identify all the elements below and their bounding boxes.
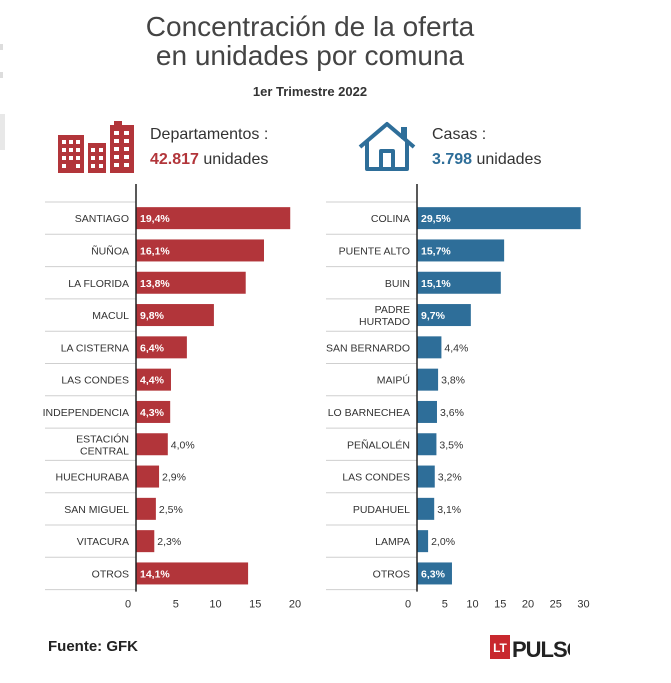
departamentos-value-label: 2,3% (157, 536, 181, 548)
departamentos-bar (136, 368, 171, 391)
source-note: Fuente: GFK (48, 638, 138, 655)
departamentos-bar (136, 304, 214, 327)
departamentos-category-label: SANTIAGO (75, 213, 129, 225)
chart-title: Concentración de la oferta en unidades p… (100, 12, 520, 70)
casas-total-unit: unidades (476, 151, 542, 168)
departamentos-bar (136, 207, 291, 230)
departamentos-bar (136, 336, 187, 359)
departamentos-category-label: LA CISTERNA (61, 342, 129, 354)
departamentos-total-value: 42.817 (150, 151, 199, 168)
title-line-2: en unidades por comuna (155, 40, 465, 71)
departamentos-category-label: ESTACIÓN CENTRAL (76, 432, 129, 457)
departamentos-bar (136, 465, 160, 488)
departamentos-category-label: HUECHURABA (55, 472, 129, 484)
departamentos-x-tick-label: 0 (125, 599, 131, 611)
departamentos-category-label: MACUL (92, 310, 129, 322)
buildings-icon (58, 121, 136, 178)
logo-name: PULSO (512, 637, 570, 661)
departamentos-category-label: OTROS (92, 568, 129, 580)
departamentos-bar (136, 497, 156, 520)
departamentos-bar (136, 271, 246, 294)
departamentos-bar (136, 530, 155, 553)
departamentos-x-tick-label: 10 (209, 599, 221, 611)
departamentos-value-label: 16,1% (140, 245, 170, 257)
chart-subtitle: 1er Trimestre 2022 (252, 84, 368, 99)
departamentos-value-label: 4,0% (171, 439, 195, 451)
departamentos-category-label: INDEPENDENCIA (43, 407, 129, 419)
departamentos-label: Departamentos : (150, 126, 269, 143)
departamentos-category-label: ÑUÑOA (91, 244, 129, 257)
departamentos-category-label: VITACURA (77, 536, 129, 548)
departamentos-value-label: 9,8% (140, 310, 165, 322)
side-decoration (0, 0, 6, 150)
departamentos-category-label: LA FLORIDA (68, 278, 129, 290)
departamentos-x-tick-label: 20 (289, 599, 301, 611)
departamentos-value-label: 6,4% (140, 342, 165, 354)
departamentos-value-label: 4,4% (140, 375, 165, 387)
departamentos-category-label: LAS CONDES (61, 375, 129, 387)
logo-badge: LT (493, 641, 507, 655)
departamentos-category-label: SAN MIGUEL (64, 504, 129, 516)
departamentos-bar (136, 433, 168, 456)
departamentos-value-label: 2,9% (162, 472, 186, 484)
departamentos-value-label: 2,5% (159, 504, 183, 516)
departamentos-value-label: 4,3% (140, 407, 165, 419)
casas-total: 3.798 unidades (432, 151, 541, 169)
departamentos-total: 42.817 unidades (150, 151, 268, 169)
departamentos-bar (136, 239, 264, 262)
departamentos-value-label: 19,4% (140, 213, 170, 225)
casas-label: Casas : (432, 126, 487, 143)
pulso-logo: LT PULSO (490, 633, 585, 666)
departamentos-bar (136, 562, 249, 585)
departamentos-value-label: 13,8% (140, 278, 170, 290)
departamentos-x-tick-label: 15 (249, 599, 261, 611)
house-icon (358, 121, 416, 178)
casas-total-value: 3.798 (432, 151, 473, 168)
departamentos-x-tick-label: 5 (173, 599, 179, 611)
title-line-1: Concentración de la oferta (145, 11, 475, 42)
departamentos-total-unit: unidades (203, 151, 269, 168)
departamentos-value-label: 14,1% (140, 568, 170, 580)
departamentos-bar (136, 400, 171, 423)
